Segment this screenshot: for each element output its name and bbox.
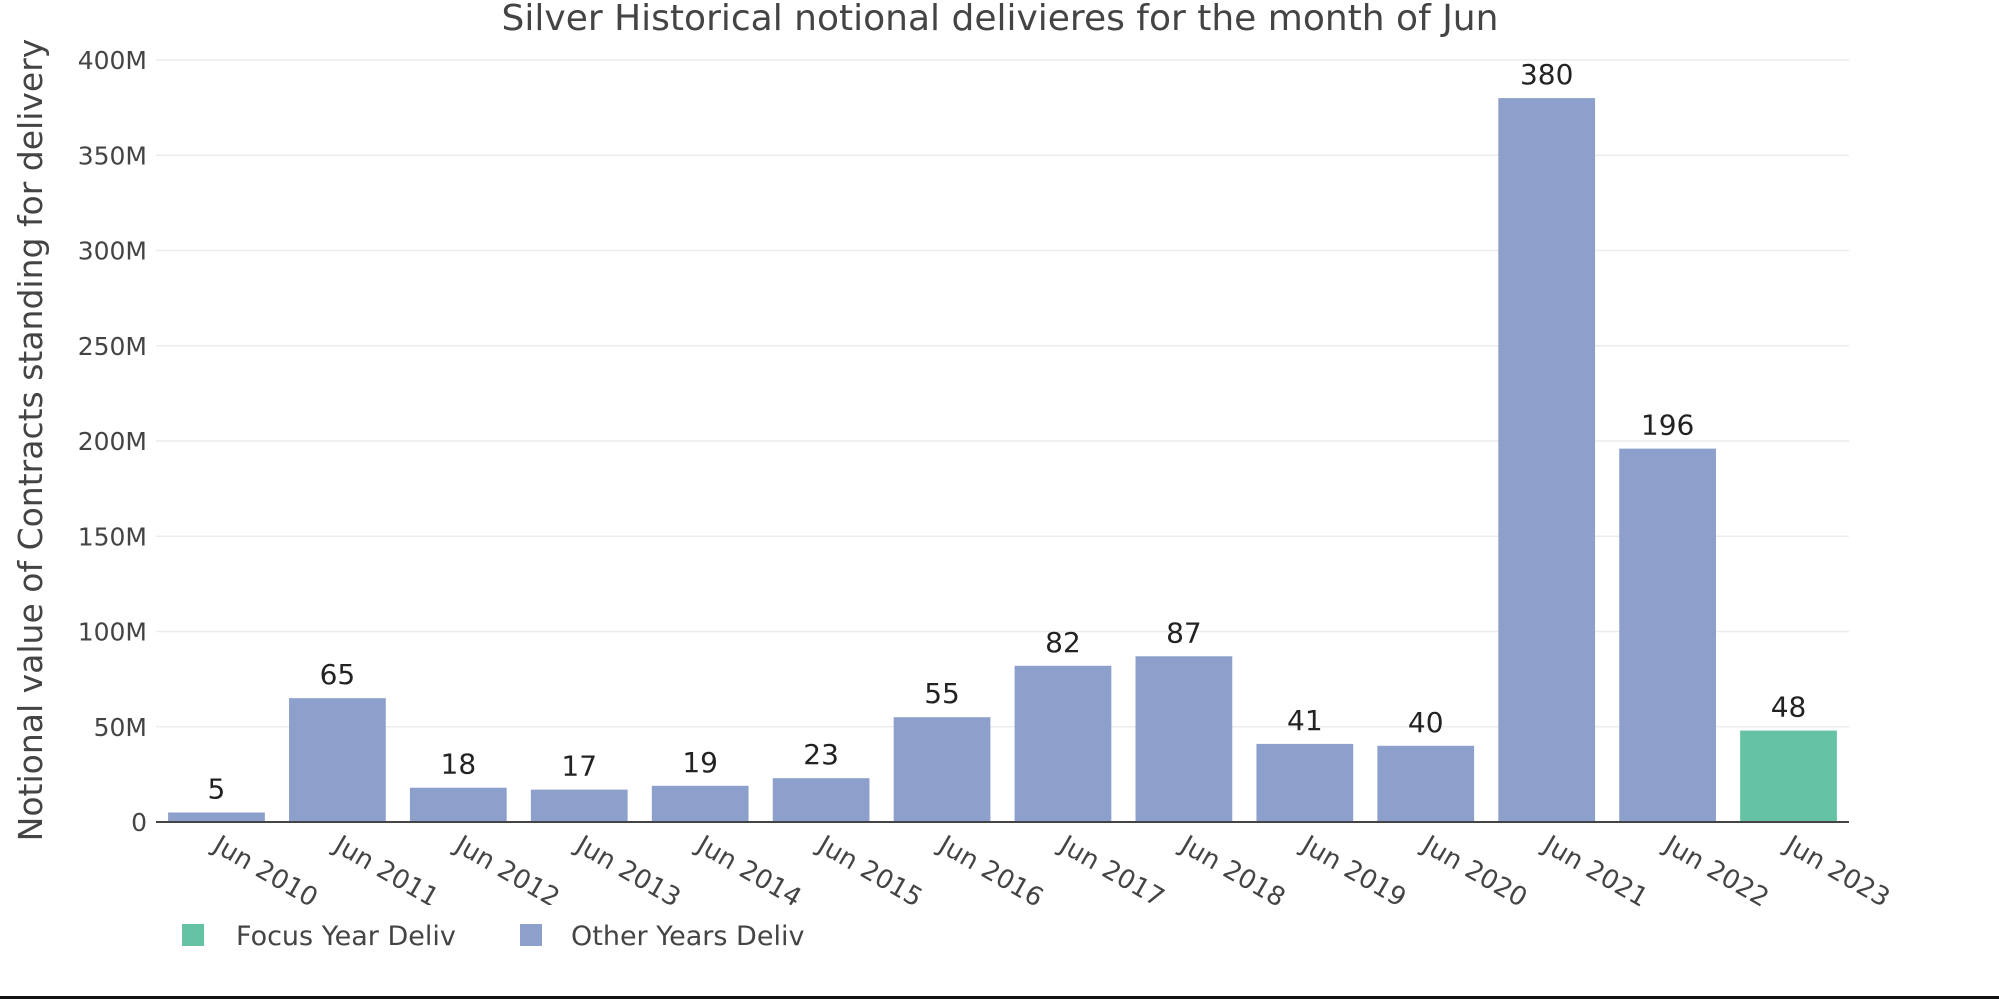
legend-swatch-other xyxy=(520,924,542,946)
bars xyxy=(168,98,1837,823)
bar-value-label: 48 xyxy=(1771,691,1807,724)
y-tick-label: 200M xyxy=(78,427,147,456)
y-tick-label: 150M xyxy=(78,522,147,551)
bar xyxy=(651,785,749,822)
bar-value-label: 196 xyxy=(1641,409,1694,442)
x-tick-label: Jun 2015 xyxy=(811,829,927,914)
x-tick-label: Jun 2023 xyxy=(1778,829,1894,914)
legend-label-other: Other Years Deliv xyxy=(571,921,804,952)
bar-value-label: 23 xyxy=(803,738,839,771)
x-tick-label: Jun 2017 xyxy=(1053,829,1169,914)
bar xyxy=(530,789,628,822)
x-tick-label: Jun 2020 xyxy=(1416,829,1532,914)
bar-value-label: 65 xyxy=(320,658,356,691)
bar xyxy=(1256,743,1354,822)
bar-value-label: 41 xyxy=(1287,704,1323,737)
chart-title: Silver Historical notional delivieres fo… xyxy=(502,0,1499,39)
x-tick-label: Jun 2021 xyxy=(1536,829,1652,914)
bar-value-label: 87 xyxy=(1166,616,1202,649)
bar xyxy=(1014,665,1112,822)
x-tick-labels: Jun 2010 Jun 2011 Jun 2012 Jun 2013 Jun 2014… xyxy=(206,829,1894,914)
bar-value-label: 19 xyxy=(682,746,718,779)
x-tick-label: Jun 2011 xyxy=(327,829,443,914)
bar xyxy=(893,717,991,822)
bar-value-label: 17 xyxy=(561,750,597,783)
bar xyxy=(1498,98,1596,823)
bar xyxy=(1135,656,1233,822)
bar xyxy=(1740,730,1837,822)
x-tick-label: Jun 2019 xyxy=(1295,829,1411,914)
bar xyxy=(772,778,870,822)
y-tick-label: 400M xyxy=(78,46,147,75)
bar-value-label: 82 xyxy=(1045,626,1081,659)
x-tick-label: Jun 2014 xyxy=(690,829,806,914)
x-tick-label: Jun 2022 xyxy=(1657,829,1773,914)
x-tick-label: Jun 2016 xyxy=(932,829,1048,914)
x-tick-label: Jun 2018 xyxy=(1174,829,1290,914)
x-tick-label: Jun 2012 xyxy=(448,829,564,914)
bar-value-label: 380 xyxy=(1520,58,1573,91)
y-tick-label: 100M xyxy=(78,618,147,647)
gridlines xyxy=(156,59,1849,728)
bar xyxy=(409,787,507,822)
bar xyxy=(289,698,386,822)
bar-value-label: 18 xyxy=(441,748,477,781)
bar-value-label: 40 xyxy=(1408,706,1444,739)
y-tick-label: 300M xyxy=(78,237,147,266)
legend: Focus Year Deliv Other Years Deliv xyxy=(150,905,850,965)
data-labels: 48 5 65 18 17 19 23 55 82 87 41 40 380 196 xyxy=(208,58,1807,805)
bar xyxy=(168,812,265,822)
bar xyxy=(1619,448,1716,822)
x-tick-label: Jun 2013 xyxy=(569,829,685,914)
x-tick-label: Jun 2010 xyxy=(206,829,322,914)
y-tick-label: 50M xyxy=(94,713,147,742)
legend-label-focus: Focus Year Deliv xyxy=(236,921,456,952)
y-axis-title: Notional value of Contracts standing for… xyxy=(11,39,50,842)
y-tick-label: 250M xyxy=(78,332,147,361)
bar-value-label: 55 xyxy=(924,677,960,710)
y-tick-label: 350M xyxy=(78,141,147,170)
bar-value-label: 5 xyxy=(208,772,226,805)
y-tick-labels: 0 50M 100M 150M 200M 250M 300M 350M 400M xyxy=(78,46,147,837)
bar xyxy=(1377,745,1475,822)
legend-swatch-focus xyxy=(182,924,204,946)
y-tick-label: 0 xyxy=(131,808,147,837)
bottom-border xyxy=(0,996,1999,999)
